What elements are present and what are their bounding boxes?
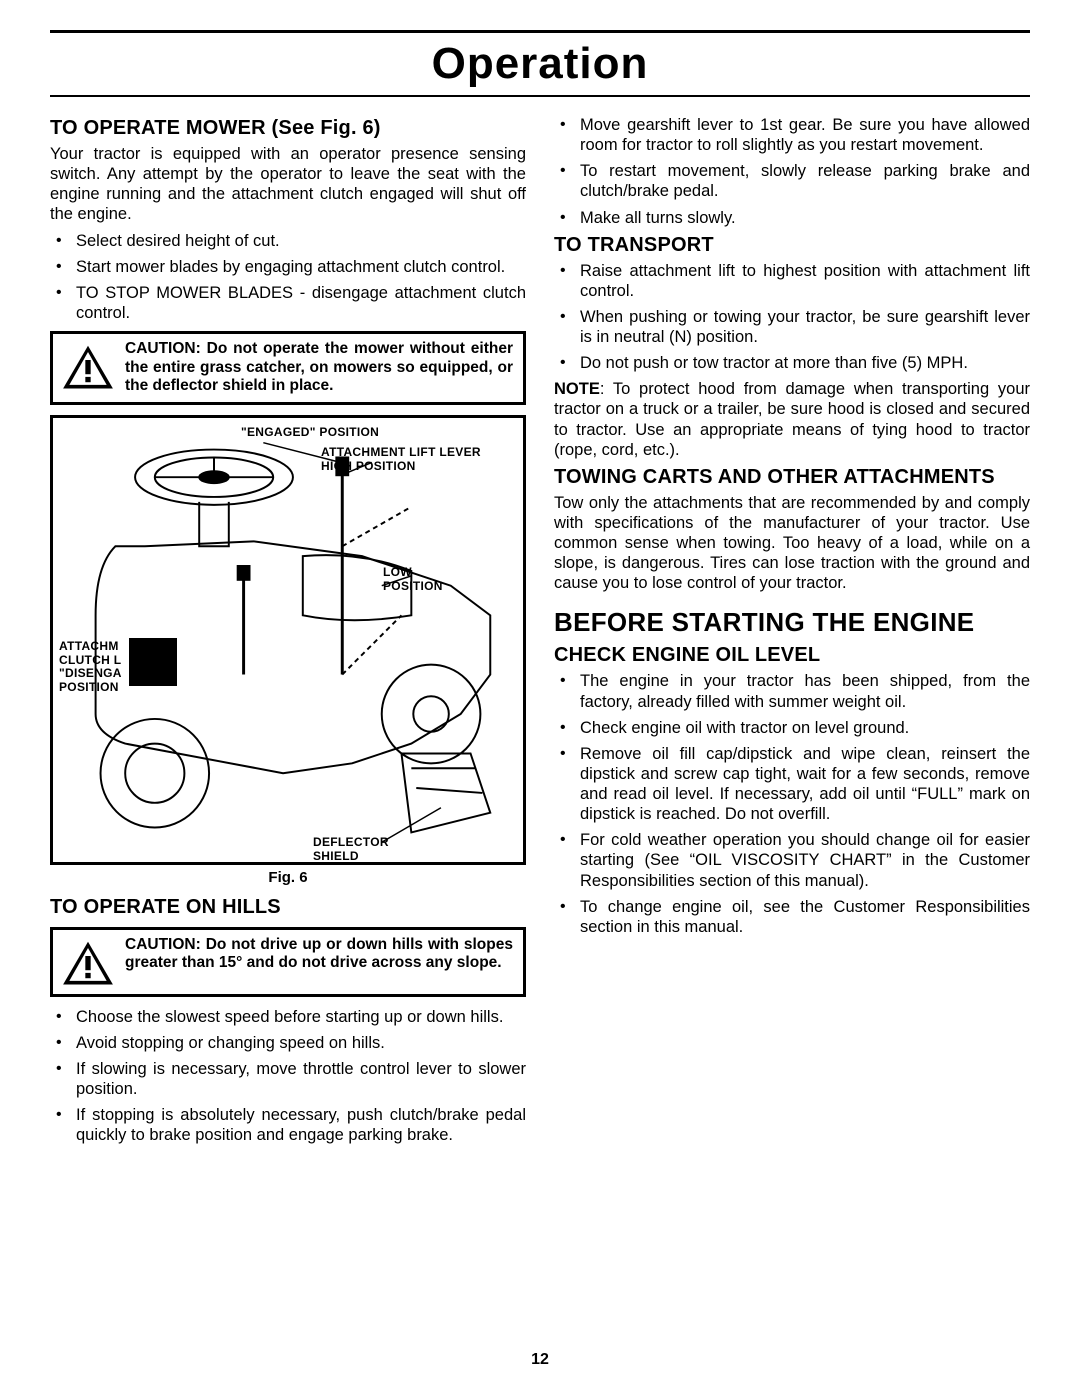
list-item: Move gearshift lever to 1st gear. Be sur… — [554, 115, 1030, 155]
figure-6: "ENGAGED" POSITION ATTACHMENT LIFT LEVER… — [50, 415, 526, 865]
heading-hills: TO OPERATE ON HILLS — [50, 896, 526, 919]
heading-operate-mower: TO OPERATE MOWER (See Fig. 6) — [50, 117, 526, 140]
heading-before-engine: BEFORE STARTING THE ENGINE — [554, 607, 1030, 638]
note-body: : To protect hood from damage when trans… — [554, 380, 1030, 458]
list-continued: Move gearshift lever to 1st gear. Be sur… — [554, 115, 1030, 228]
heading-transport: TO TRANSPORT — [554, 234, 1030, 257]
para-towing: Tow only the attachments that are recomm… — [554, 493, 1030, 594]
redaction-box — [129, 638, 177, 686]
warning-icon — [61, 940, 115, 988]
list-operate-mower: Select desired height of cut. Start mowe… — [50, 231, 526, 324]
list-item: Choose the slowest speed before starting… — [50, 1007, 526, 1027]
list-item: Avoid stopping or changing speed on hill… — [50, 1033, 526, 1053]
fig-label-engaged: "ENGAGED" POSITION — [241, 426, 379, 440]
fig-label-deflector: DEFLECTOR SHIELD — [313, 836, 403, 864]
list-transport: Raise attachment lift to highest positio… — [554, 261, 1030, 374]
fig-label-low: LOW POSITION — [383, 566, 463, 594]
note-label: NOTE — [554, 380, 600, 398]
heading-towing: TOWING CARTS AND OTHER ATTACH­MENTS — [554, 466, 1030, 489]
list-item: Raise attachment lift to highest positio… — [554, 261, 1030, 301]
warning-icon — [61, 344, 115, 392]
para-operate-mower: Your tractor is equipped with an operato… — [50, 144, 526, 225]
page-number: 12 — [0, 1351, 1080, 1369]
caution-text-2: CAUTION: Do not drive up or down hills w… — [125, 936, 513, 973]
page: Operation TO OPERATE MOWER (See Fig. 6) … — [0, 0, 1080, 1397]
figure-caption: Fig. 6 — [50, 869, 526, 886]
list-item: Do not push or tow tractor at more than … — [554, 353, 1030, 373]
right-column: Move gearshift lever to 1st gear. Be sur… — [554, 111, 1030, 1152]
list-item: Make all turns slowly. — [554, 208, 1030, 228]
list-item: When pushing or towing your tractor, be … — [554, 307, 1030, 347]
heading-check-oil: CHECK ENGINE OIL LEVEL — [554, 644, 1030, 667]
fig-label-lift-high: ATTACHMENT LIFT LEVER HIGH POSITION — [321, 446, 501, 474]
list-item: Start mower blades by engaging attachmen… — [50, 257, 526, 277]
list-item: Check engine oil with tractor on level g… — [554, 718, 1030, 738]
list-item: If stopping is absolutely necessary, pus… — [50, 1105, 526, 1145]
caution-box-1: CAUTION: Do not operate the mower withou… — [50, 331, 526, 405]
list-item: To restart movement, slowly release park… — [554, 161, 1030, 201]
list-item: TO STOP MOWER BLADES - disengage attachm… — [50, 283, 526, 323]
rule-top — [50, 30, 1030, 33]
list-hills: Choose the slowest speed before starting… — [50, 1007, 526, 1146]
rule-bottom — [50, 95, 1030, 97]
list-item: Remove oil fill cap/dipstick and wipe cl… — [554, 744, 1030, 825]
caution-text-1: CAUTION: Do not operate the mower withou… — [125, 340, 513, 396]
list-item: If slowing is necessary, move throttle c… — [50, 1059, 526, 1099]
list-item: Select desired height of cut. — [50, 231, 526, 251]
caution-box-2: CAUTION: Do not drive up or down hills w… — [50, 927, 526, 997]
list-check-oil: The engine in your tractor has been ship… — [554, 671, 1030, 937]
list-item: For cold weather operation you should ch… — [554, 830, 1030, 890]
page-title: Operation — [50, 35, 1030, 95]
note-transport: NOTE: To protect hood from damage when t… — [554, 379, 1030, 460]
fig-label-attach: ATTACHM CLUTCH L "DISENGA POSITION — [59, 640, 129, 695]
list-item: To change engine oil, see the Customer R… — [554, 897, 1030, 937]
list-item: The engine in your tractor has been ship… — [554, 671, 1030, 711]
columns: TO OPERATE MOWER (See Fig. 6) Your tract… — [50, 111, 1030, 1152]
left-column: TO OPERATE MOWER (See Fig. 6) Your tract… — [50, 111, 526, 1152]
